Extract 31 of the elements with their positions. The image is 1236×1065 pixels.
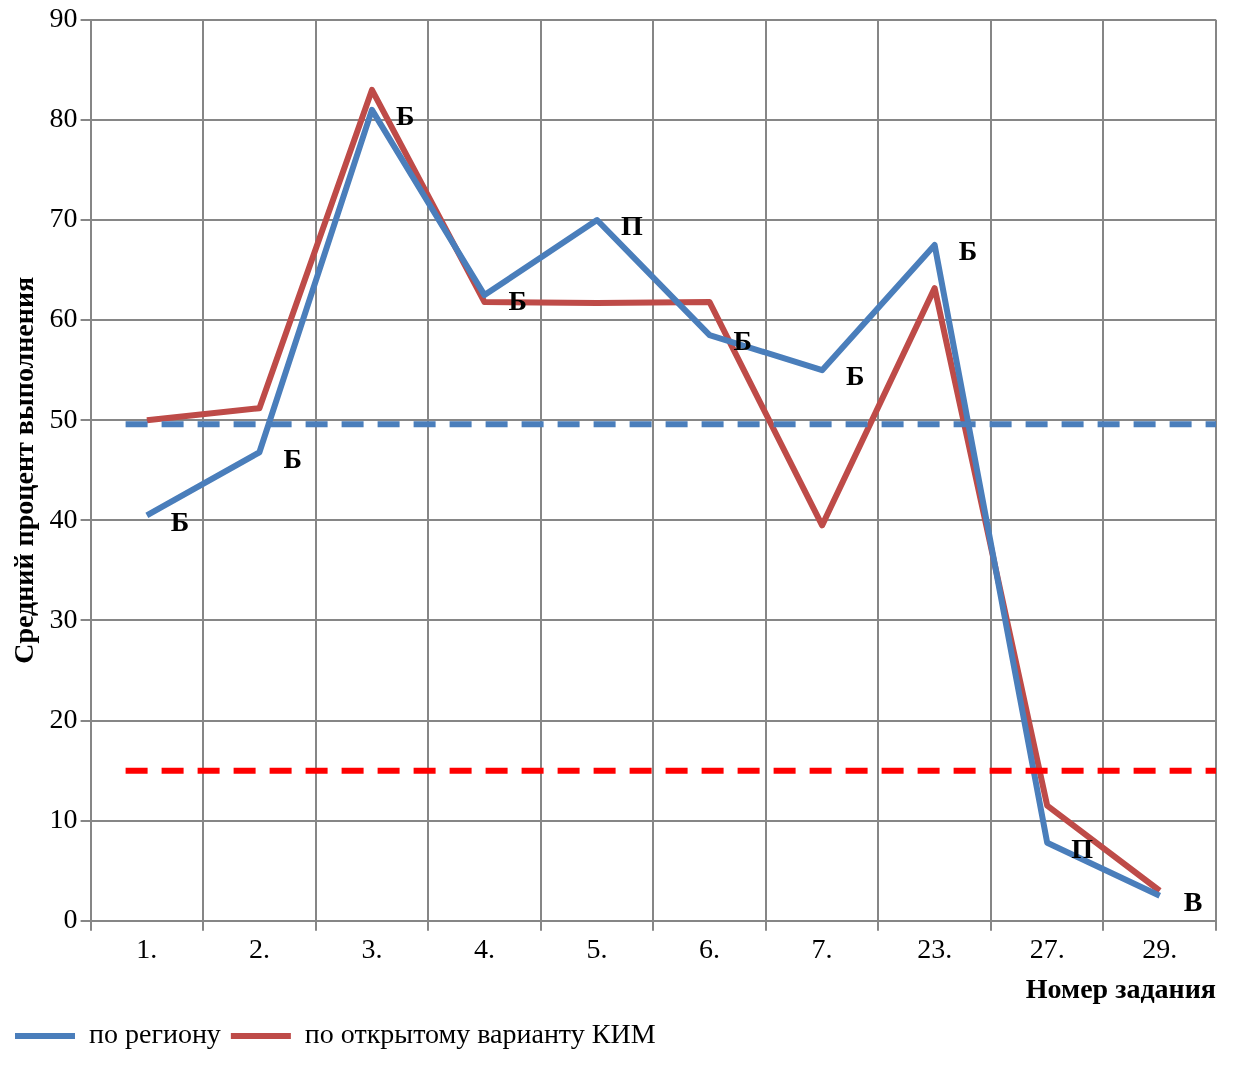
y-tick-label: 80 [49,102,78,134]
y-tick-label: 60 [49,302,78,334]
y-tick-label: 40 [49,502,78,534]
x-tick-label: 27. [1029,932,1065,964]
y-tick-label: 10 [49,803,78,835]
x-tick-label: 7. [811,932,833,964]
annotation: Б [846,360,865,392]
annotation: Б [395,100,415,132]
y-tick-label: 20 [49,702,78,734]
x-tick-label: 2. [248,932,270,964]
x-tick-label: 6. [699,932,721,964]
x-axis-title: Номер задания [1025,973,1216,1005]
annotation: Б [958,235,978,267]
x-tick-label: 23. [917,932,953,964]
x-tick-label: 4. [473,932,495,964]
annotation: Б [283,442,302,474]
y-tick-label: 0 [63,903,78,935]
annotation: В [1183,886,1203,918]
x-tick-label: 3. [361,932,383,964]
y-tick-label: 30 [49,602,78,634]
x-tick-label: 1. [136,932,158,964]
annotation: П [621,210,644,242]
y-axis-title: Средний процент выполнения [8,276,40,664]
x-tick-label: 5. [586,932,608,964]
x-tick-label: 29. [1142,932,1178,964]
y-tick-label: 50 [49,402,78,434]
legend-label: по региону [89,1018,221,1050]
legend-label: по открытому варианту КИМ [304,1018,656,1050]
y-tick-label: 70 [49,202,78,234]
annotation: Б [170,505,190,537]
y-tick-label: 90 [49,2,78,34]
